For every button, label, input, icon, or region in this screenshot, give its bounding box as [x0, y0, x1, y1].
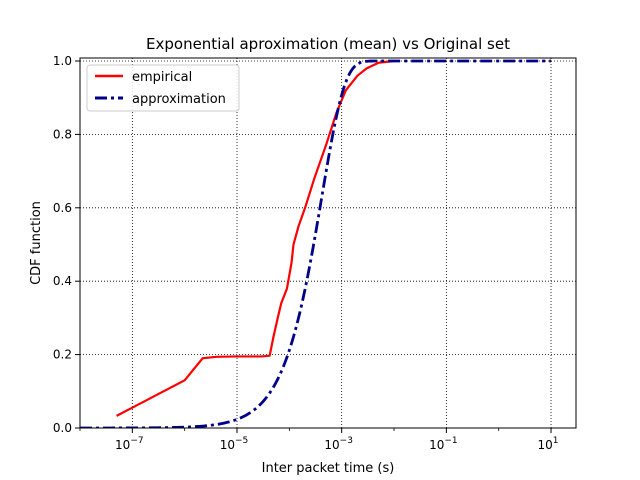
x-tick-label: 101 [538, 436, 559, 452]
series-line-empirical [116, 59, 395, 417]
y-axis-label: CDF function [29, 201, 44, 285]
y-tick-label: 0.0 [53, 421, 72, 435]
x-tick-exponent: −5 [235, 436, 248, 446]
legend-label-approximation: approximation [132, 92, 226, 107]
x-axis: 10−7 10−5 10−3 10−1 101 [79, 428, 559, 452]
plot-frame [79, 57, 577, 429]
y-axis: 0.0 0.2 0.4 0.6 0.8 1.0 [53, 54, 80, 435]
x-tick-base: 10 [220, 438, 235, 452]
chart-title: Exponential aproximation (mean) vs Origi… [146, 35, 510, 53]
x-tick-base: 10 [538, 438, 553, 452]
x-tick-exponent: 1 [553, 436, 559, 446]
legend-label-empirical: empirical [132, 70, 192, 85]
y-tick-label: 0.8 [53, 127, 72, 141]
y-tick-label: 0.2 [53, 348, 72, 362]
x-tick-exponent: −1 [444, 436, 457, 446]
x-tick-base: 10 [115, 438, 130, 452]
x-tick-exponent: −7 [130, 436, 143, 446]
x-axis-label: Inter packet time (s) [262, 461, 395, 476]
plot-area [80, 58, 576, 428]
x-tick-label: 10−1 [429, 436, 458, 452]
x-tick-exponent: −3 [340, 436, 353, 446]
x-tick-label: 10−7 [115, 436, 144, 452]
x-tick-label: 10−3 [324, 436, 353, 452]
x-tick-base: 10 [324, 438, 339, 452]
y-tick-label: 0.6 [53, 201, 72, 215]
y-tick-label: 0.4 [53, 274, 72, 288]
legend: empirical approximation [86, 64, 240, 112]
legend-box [86, 64, 240, 112]
y-tick-label: 1.0 [53, 54, 72, 68]
x-tick-base: 10 [429, 438, 444, 452]
x-tick-label: 10−5 [220, 436, 249, 452]
